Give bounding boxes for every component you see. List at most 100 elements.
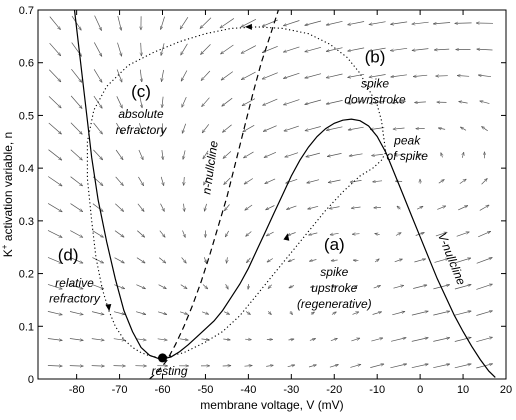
field-arrow [47, 284, 62, 289]
trajectory-curve [86, 26, 387, 359]
field-arrow [91, 366, 105, 367]
field-arrow [437, 205, 446, 210]
field-arrow [204, 257, 206, 263]
field-arrow [394, 259, 403, 263]
field-arrow [244, 178, 253, 185]
field-arrow [460, 127, 467, 131]
field-arrow [93, 42, 102, 56]
field-arrow [307, 205, 319, 209]
field-arrow [201, 70, 211, 81]
field-arrow [137, 230, 145, 238]
field-arrow [160, 176, 164, 186]
field-arrow [243, 151, 254, 158]
field-arrow [438, 128, 446, 129]
field-arrow [413, 75, 428, 76]
field-arrow [370, 364, 384, 368]
field-arrow [476, 284, 492, 290]
field-arrow [329, 365, 339, 368]
field-arrow [47, 257, 62, 264]
field-arrow [48, 149, 62, 161]
x-tick-label: -50 [197, 384, 213, 396]
field-arrow [157, 311, 167, 315]
field-arrow [372, 312, 382, 315]
y-axis-label-main: K [1, 249, 15, 257]
field-arrow [353, 260, 359, 261]
field-arrow [392, 101, 406, 103]
field-arrow [285, 178, 298, 183]
field-arrow [330, 233, 339, 235]
annotation-text: refractory [49, 292, 101, 306]
x-tick-label: -10 [369, 384, 385, 396]
field-arrow [481, 126, 488, 132]
field-arrow [347, 21, 365, 25]
field-arrow [390, 21, 408, 25]
field-arrow [305, 99, 322, 105]
annotation-text: (regenerative) [297, 297, 372, 311]
field-arrow [457, 76, 470, 77]
annotation-text: (c) [131, 82, 151, 101]
field-arrow [476, 258, 493, 264]
field-arrow [114, 230, 124, 238]
field-arrow [394, 155, 404, 156]
field-arrow [226, 284, 229, 289]
field-arrow [310, 286, 316, 287]
y-tick-label: 0.5 [19, 110, 34, 122]
field-arrow [159, 230, 165, 238]
field-arrow [179, 339, 189, 340]
field-arrow [138, 149, 144, 160]
field-arrow [413, 285, 427, 289]
annotation-text: relative [55, 276, 94, 290]
field-arrow [114, 284, 125, 290]
field-arrow [371, 338, 383, 342]
y-tick-label: 0.2 [19, 269, 34, 281]
field-arrow [393, 285, 404, 289]
field-arrow [454, 285, 471, 290]
field-arrow [222, 124, 232, 133]
field-arrow [438, 179, 445, 184]
field-arrow [115, 176, 124, 186]
markers: resting [105, 23, 290, 378]
field-arrow [136, 284, 145, 290]
x-tick-label: 0 [417, 384, 423, 396]
field-arrow [352, 234, 360, 235]
x-tick-label: -30 [283, 384, 299, 396]
field-arrow [283, 99, 300, 105]
field-arrow [308, 232, 318, 235]
field-arrow [458, 205, 468, 211]
field-arrow [70, 203, 83, 212]
field-arrow [397, 206, 401, 210]
field-arrow [287, 232, 296, 236]
field-arrow [181, 43, 188, 55]
field-arrow [288, 258, 295, 263]
resting-point [158, 353, 168, 363]
field-arrow [70, 95, 82, 109]
field-arrow [48, 96, 61, 108]
field-arrow [179, 311, 188, 315]
field-arrow [287, 365, 295, 367]
field-arrow [69, 284, 83, 290]
vector-field [47, 15, 493, 369]
field-arrow [477, 49, 493, 50]
field-arrow [245, 204, 253, 210]
field-arrow [434, 49, 450, 50]
trajectory-arrowhead [283, 233, 290, 241]
field-arrow [478, 230, 491, 238]
field-arrow [459, 101, 468, 103]
field-arrow [308, 365, 317, 368]
field-arrow [349, 153, 363, 156]
annotation-text: (d) [58, 245, 79, 264]
trajectory-arrowhead [244, 23, 252, 30]
field-arrow [412, 21, 429, 24]
field-arrow [417, 155, 424, 156]
field-arrow [160, 203, 165, 212]
field-arrow [181, 70, 188, 82]
field-arrow [161, 16, 165, 30]
field-arrow [390, 364, 407, 369]
field-arrow [262, 72, 278, 80]
axis-ticks: -80 -70 -60 -50 -40 -30 -20 -10 0 10 20 0 0.1 0.2 0.3 0… [19, 5, 512, 396]
field-arrow [310, 312, 315, 314]
field-arrow [241, 45, 257, 54]
field-arrow [454, 364, 472, 369]
field-arrow [184, 203, 185, 212]
